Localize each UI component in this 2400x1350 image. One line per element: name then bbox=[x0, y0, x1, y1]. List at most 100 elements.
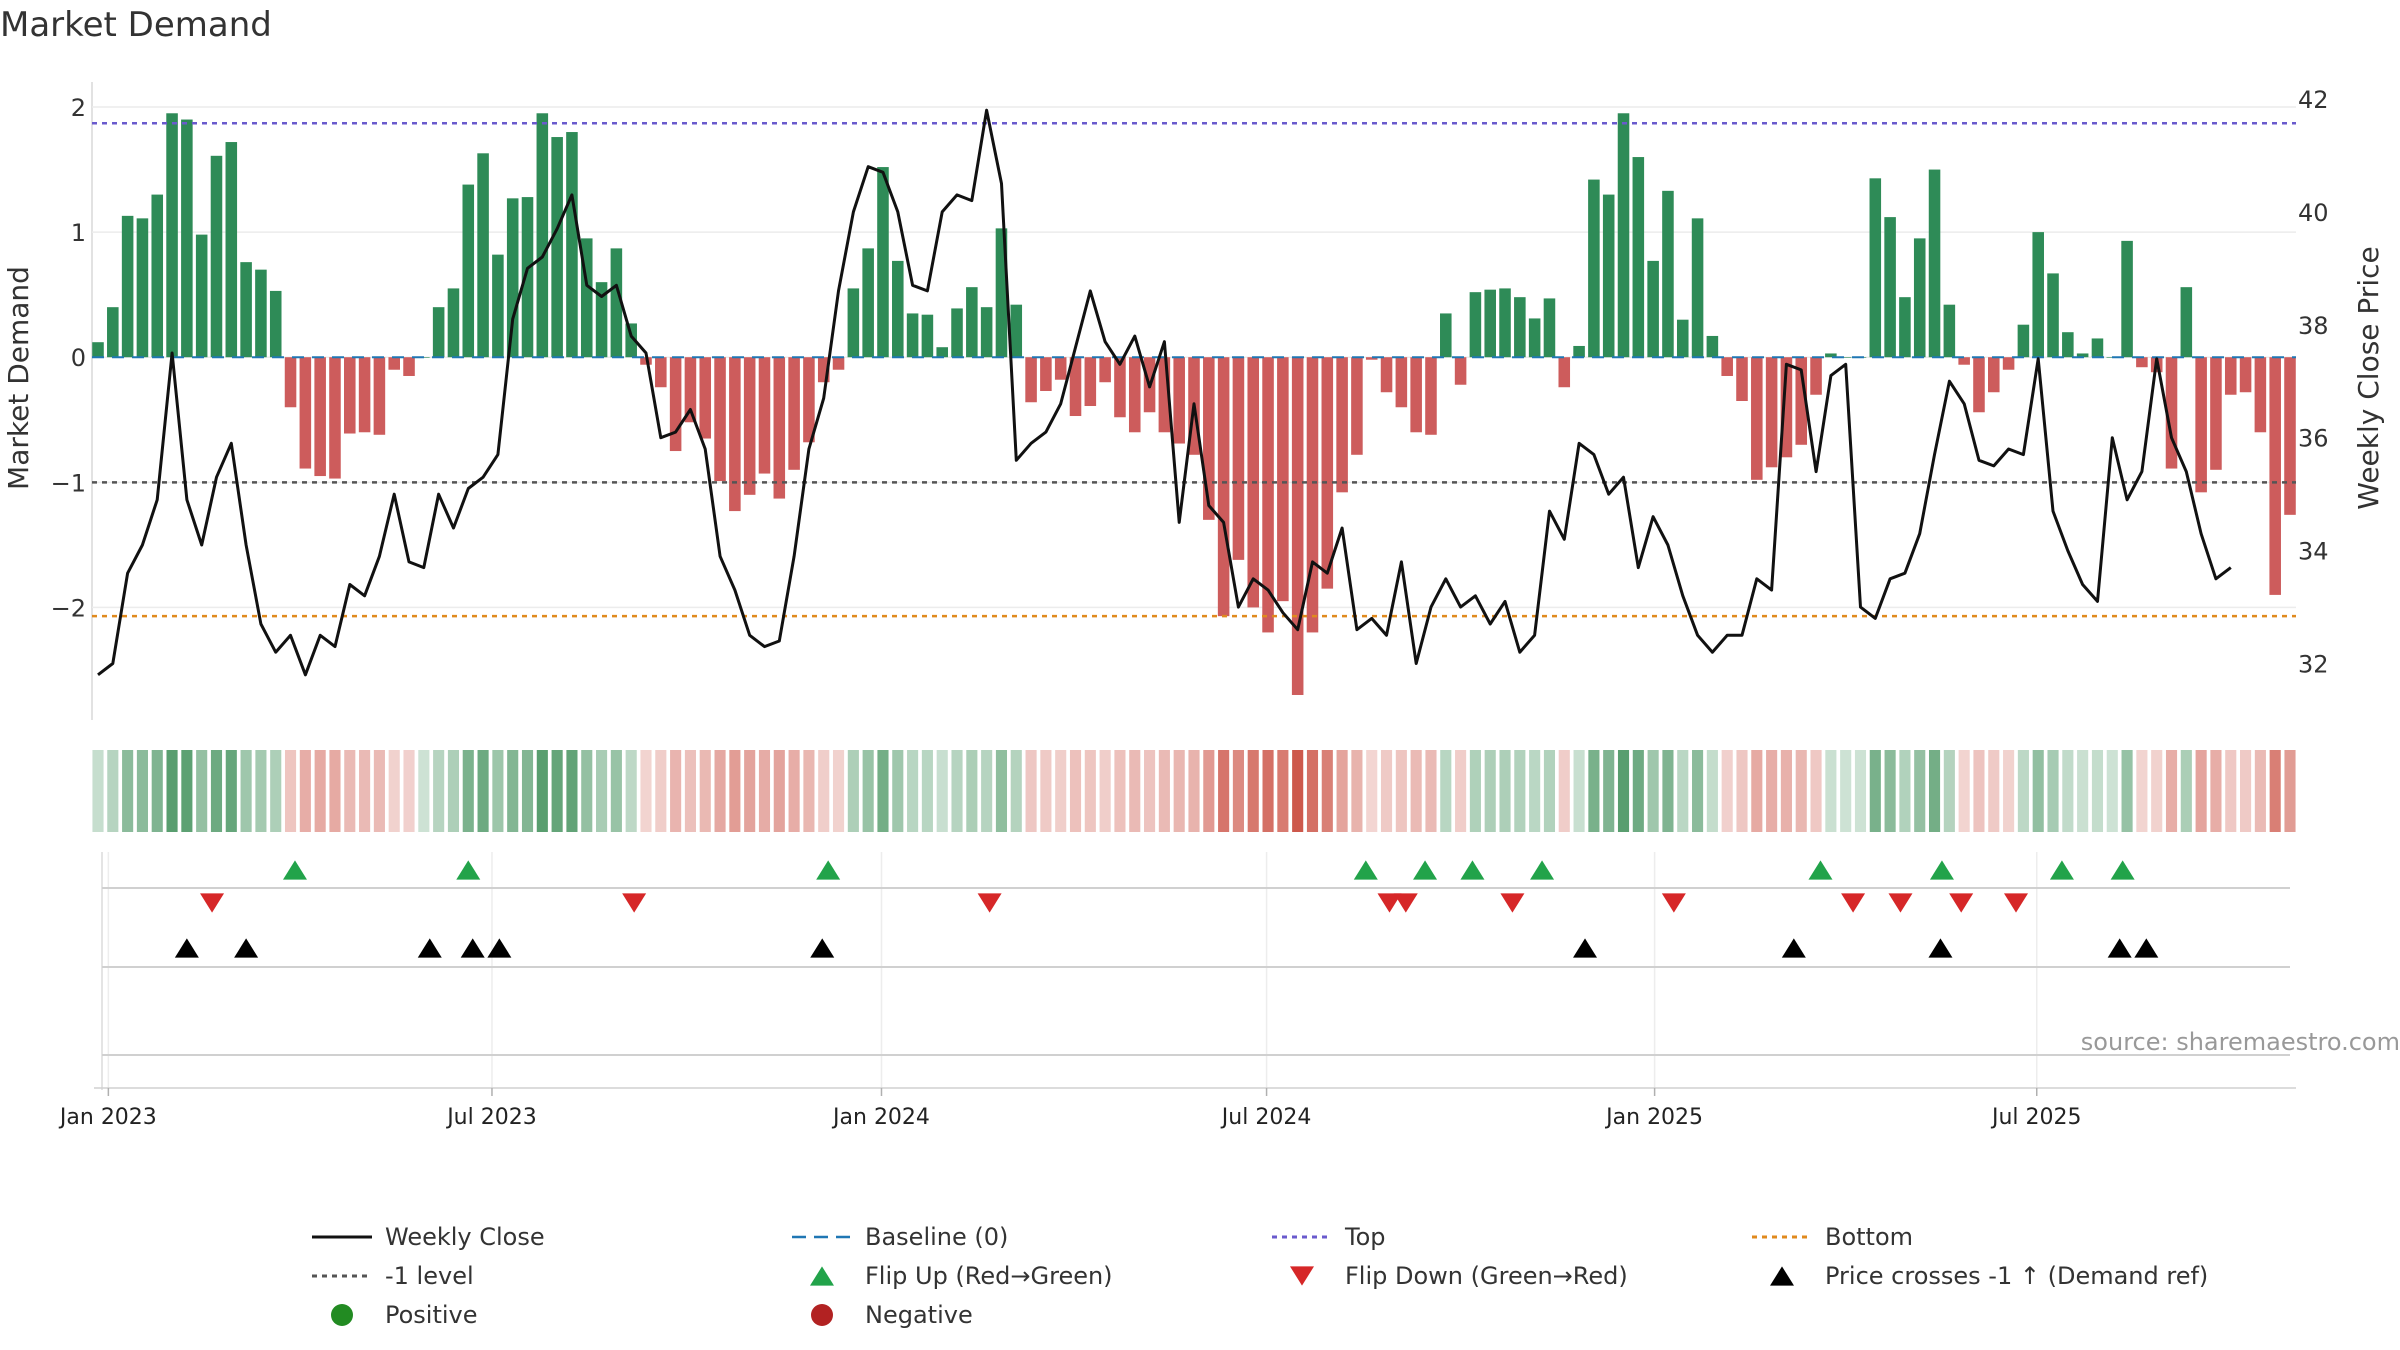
demand-bar bbox=[966, 287, 978, 358]
heatmap-cell bbox=[136, 750, 148, 832]
demand-bar bbox=[980, 307, 993, 358]
demand-bar bbox=[1884, 217, 1896, 358]
demand-bar bbox=[1306, 357, 1319, 633]
legend-item: Negative bbox=[811, 1301, 973, 1329]
flip-down-marker bbox=[977, 893, 1002, 913]
heatmap-cell bbox=[270, 750, 282, 832]
heatmap-cell bbox=[847, 750, 859, 832]
reference-lines bbox=[92, 122, 2296, 618]
heatmap-cell bbox=[1380, 750, 1393, 832]
demand-bar bbox=[995, 228, 1008, 358]
legend-item: Top bbox=[1272, 1223, 1386, 1251]
demand-bar bbox=[1262, 357, 1274, 633]
demand-bar bbox=[1558, 357, 1571, 388]
heatmap-cell bbox=[507, 750, 519, 832]
demand-bar bbox=[1943, 304, 1956, 358]
heatmap-cell bbox=[1306, 750, 1319, 832]
demand-bar bbox=[951, 308, 963, 358]
demand-bar bbox=[1410, 357, 1422, 433]
price-cross-marker bbox=[2107, 938, 2132, 958]
heatmap-cell bbox=[744, 750, 756, 832]
demand-bar bbox=[1114, 357, 1126, 418]
heatmap-cell bbox=[210, 750, 223, 832]
demand-bar bbox=[1440, 313, 1452, 358]
flip-down-marker bbox=[1661, 893, 1686, 913]
heatmap-cell bbox=[877, 750, 889, 832]
heatmap-cell bbox=[2284, 750, 2296, 832]
demand-bar bbox=[107, 307, 119, 358]
heatmap-cell bbox=[1810, 750, 1822, 832]
heatmap-cell bbox=[1632, 750, 1644, 832]
heatmap-cell bbox=[1218, 750, 1230, 832]
heatmap-cell bbox=[1662, 750, 1674, 832]
demand-bar bbox=[610, 248, 623, 358]
legend: Weekly Close Baseline (0) Top Bottom -1 leve… bbox=[312, 1223, 2208, 1329]
demand-bar bbox=[1499, 288, 1511, 358]
heatmap-cell bbox=[1958, 750, 1970, 832]
demand-bar bbox=[1913, 238, 1926, 358]
demand-bar bbox=[432, 307, 445, 358]
heatmap-cell bbox=[596, 750, 608, 832]
heatmap-cell bbox=[1647, 750, 1659, 832]
price-cross-marker bbox=[2134, 938, 2159, 958]
left-axis-ticks: 2 1 0 −1 −2 bbox=[51, 94, 86, 622]
demand-bar bbox=[344, 357, 356, 434]
demand-bar bbox=[121, 215, 134, 358]
heatmap-cell bbox=[1084, 750, 1096, 832]
heatmap-cell bbox=[2091, 750, 2104, 832]
demand-bar bbox=[2136, 357, 2148, 368]
flip-down-marker bbox=[2004, 893, 2028, 913]
legend-item: Positive bbox=[331, 1301, 478, 1329]
demand-bar bbox=[1069, 357, 1082, 417]
heatmap-cell bbox=[892, 750, 904, 832]
demand-bar bbox=[1084, 357, 1097, 407]
demand-bar bbox=[743, 357, 756, 495]
heatmap-cell bbox=[1543, 750, 1556, 832]
heatmap-cell bbox=[758, 750, 771, 832]
heatmap-cell bbox=[832, 750, 845, 832]
heatmap-cell bbox=[1055, 750, 1067, 832]
left-tick-label: −2 bbox=[51, 594, 86, 622]
heatmap-cell bbox=[492, 750, 504, 832]
demand-bar bbox=[2047, 273, 2059, 358]
demand-bar bbox=[803, 357, 815, 443]
demand-bar bbox=[595, 282, 608, 358]
demand-bar bbox=[566, 132, 578, 358]
demand-bar bbox=[195, 234, 208, 358]
x-tick-label: Jan 2024 bbox=[831, 1105, 930, 1130]
demand-bar bbox=[817, 357, 830, 383]
left-tick-label: 1 bbox=[71, 219, 86, 247]
demand-bar bbox=[1647, 260, 1659, 358]
flip-up-marker bbox=[1929, 860, 1954, 880]
weekly-close-line bbox=[97, 108, 2232, 677]
demand-bar bbox=[181, 119, 193, 358]
heatmap-cell bbox=[1069, 750, 1082, 832]
heatmap-cell bbox=[314, 750, 326, 832]
heatmap-cell bbox=[462, 750, 474, 832]
legend-swatch bbox=[1290, 1266, 1314, 1286]
heatmap-cell bbox=[995, 750, 1008, 832]
demand-bar bbox=[492, 254, 504, 358]
heatmap-cell bbox=[1469, 750, 1481, 832]
heatmap-cell bbox=[1780, 750, 1792, 832]
demand-bar bbox=[1291, 357, 1304, 695]
legend-label: Baseline (0) bbox=[865, 1223, 1008, 1251]
heatmap-cell bbox=[1173, 750, 1185, 832]
demand-bar bbox=[1454, 357, 1467, 385]
heatmap-cell bbox=[1869, 750, 1881, 832]
demand-bar bbox=[1054, 357, 1067, 380]
demand-bar bbox=[2210, 357, 2222, 470]
demand-bar bbox=[832, 357, 845, 370]
demand-bar bbox=[1588, 179, 1600, 358]
demand-bar bbox=[669, 357, 682, 452]
heatmap-cell bbox=[2106, 750, 2118, 832]
heatmap-cell bbox=[1262, 750, 1274, 832]
demand-bar bbox=[847, 288, 860, 358]
heatmap-cell bbox=[2165, 750, 2178, 832]
demand-bar bbox=[329, 357, 341, 479]
heatmap-cell bbox=[1603, 750, 1615, 832]
demand-bar bbox=[1543, 298, 1556, 358]
demand-bar bbox=[2091, 338, 2104, 358]
heatmap-cell bbox=[1351, 750, 1363, 832]
demand-bar bbox=[921, 314, 934, 358]
